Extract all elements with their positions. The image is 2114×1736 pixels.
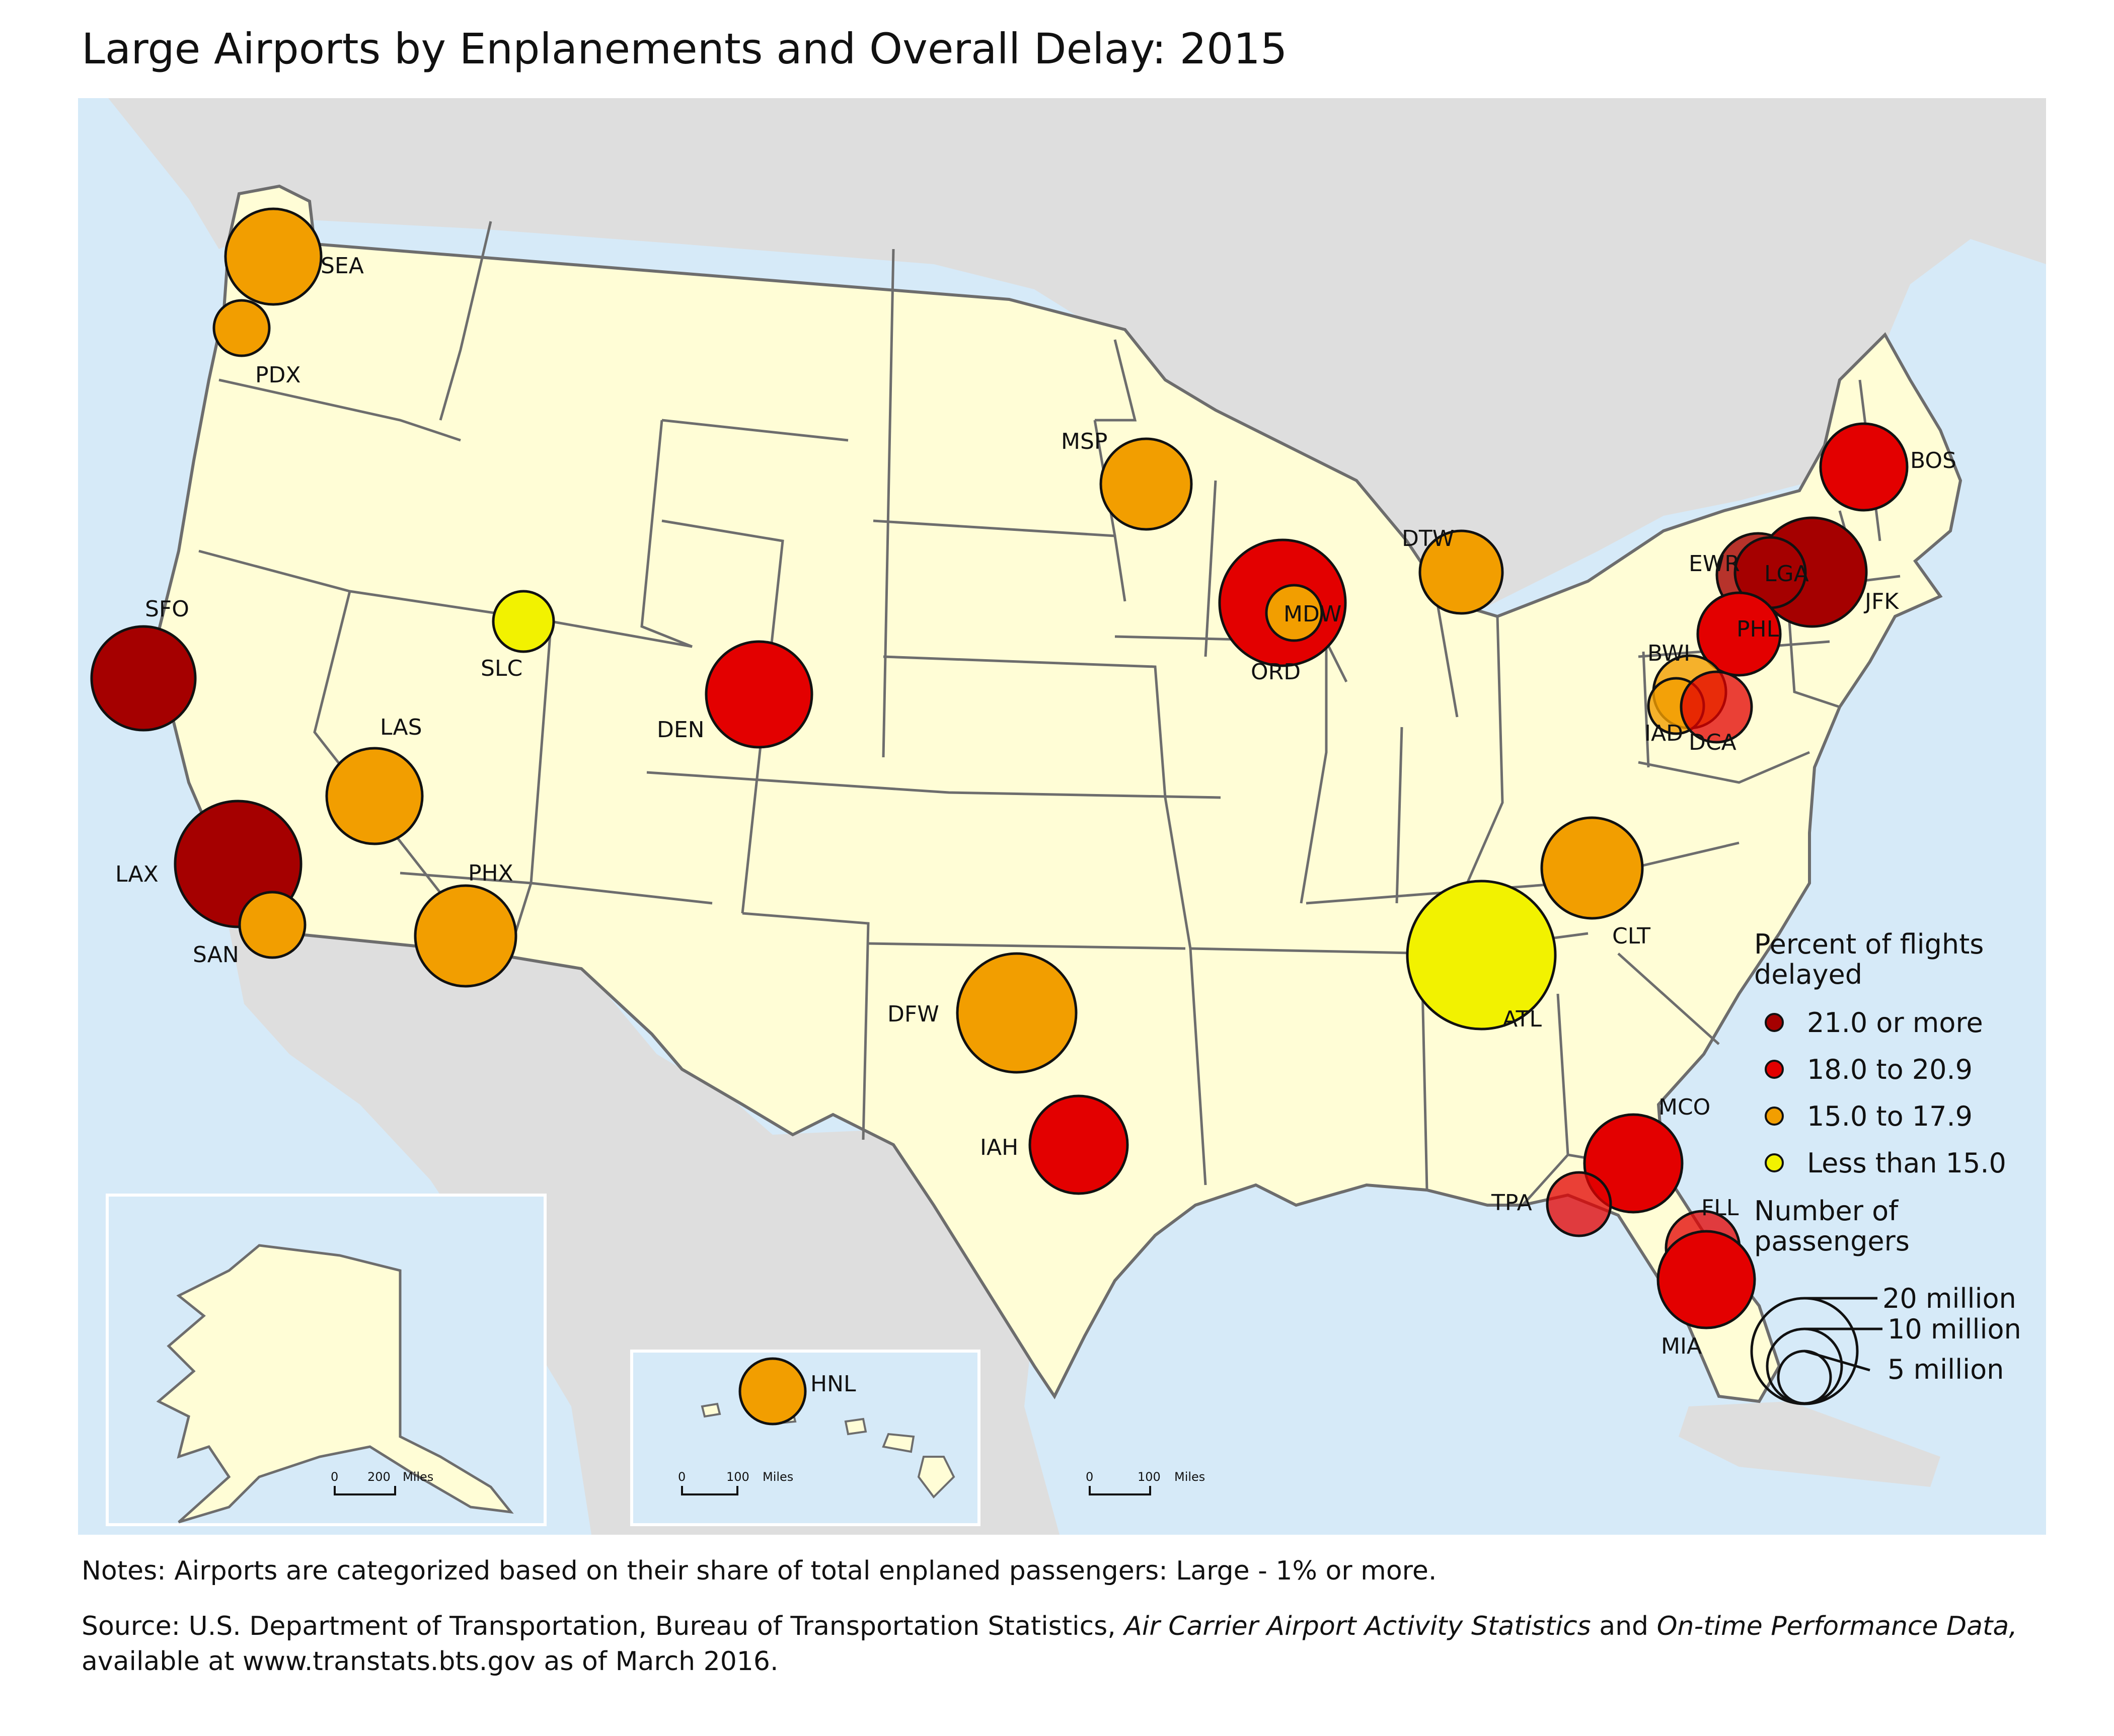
source-line-2: available at www.transtats.bts.gov as of… <box>82 1646 779 1677</box>
scale-bar-hawaii: 0 100 Miles <box>678 1470 793 1495</box>
scale-hawaii-distance: 100 <box>726 1470 749 1484</box>
airport-clt-label: CLT <box>1612 923 1650 949</box>
airport-hnl-label: HNL <box>810 1371 856 1397</box>
legend-delay-title-1: Percent of flights <box>1754 928 1984 960</box>
scale-mainland-unit: Miles <box>1174 1470 1205 1484</box>
hawaii-inset <box>630 1350 980 1526</box>
airport-slc-label: SLC <box>481 656 522 681</box>
source-text-c: and <box>1591 1611 1657 1641</box>
airport-mia-circle <box>1656 1230 1756 1329</box>
airport-atl-circle <box>1406 880 1557 1031</box>
airport-las-label: LAS <box>380 715 422 740</box>
airport-bos-label: BOS <box>1910 448 1956 474</box>
airport-dtw-label: DTW <box>1402 526 1454 551</box>
legend-class-swatch <box>1765 1060 1784 1079</box>
airport-mia-label: MIA <box>1661 1333 1702 1359</box>
airport-san-circle <box>238 891 307 959</box>
legend-size-title-2: passengers <box>1754 1225 1910 1257</box>
airport-mdw-circle <box>1265 584 1323 642</box>
airport-sea-label: SEA <box>321 253 364 279</box>
airport-sfo-circle <box>90 625 197 732</box>
airport-tpa-label: TPA <box>1491 1190 1532 1216</box>
airport-phx-circle <box>414 884 517 988</box>
legend-size-5m: 5 million <box>1887 1354 2004 1385</box>
legend-class-swatch <box>1765 1153 1784 1172</box>
airport-sea-circle <box>224 207 323 306</box>
legend-class-label: 21.0 or more <box>1807 1007 1983 1039</box>
airport-dca-label: DCA <box>1689 730 1736 755</box>
airport-bwi-label: BWI <box>1647 641 1690 666</box>
airport-iah-label: IAH <box>980 1135 1018 1160</box>
scale-hawaii-unit: Miles <box>763 1470 793 1484</box>
alaska-inset <box>106 1194 547 1526</box>
airport-lga-label: LGA <box>1764 561 1809 587</box>
legend-class-label: Less than 15.0 <box>1807 1147 2006 1179</box>
airport-phl-circle <box>1696 591 1782 677</box>
scale-bar-mainland: 0 100 Miles <box>1086 1470 1205 1495</box>
scale-bar-alaska: 0 200 Miles <box>331 1470 433 1495</box>
airport-tpa-circle <box>1546 1171 1612 1237</box>
legend-class-swatch <box>1765 1107 1784 1126</box>
airport-ewr-label: EWR <box>1689 551 1740 577</box>
legend-class-swatch <box>1765 1013 1784 1032</box>
scale-hawaii-zero: 0 <box>678 1470 686 1484</box>
airport-den-circle <box>705 640 813 749</box>
airport-ord-label: ORD <box>1251 659 1301 685</box>
legend-delay-title-2: delayed <box>1754 959 1862 990</box>
airport-msp-label: MSP <box>1061 429 1107 454</box>
legend-class-label: 18.0 to 20.9 <box>1807 1054 1973 1085</box>
airport-dfw-label: DFW <box>887 1001 939 1027</box>
airport-slc-circle <box>492 590 555 653</box>
scale-mainland-distance: 100 <box>1138 1470 1161 1484</box>
airport-iah-circle <box>1028 1094 1129 1195</box>
notes-line: Notes: Airports are categorized based on… <box>82 1556 1437 1586</box>
source-text-a: Source: U.S. Department of Transportatio… <box>82 1611 1124 1641</box>
airport-las-circle <box>325 747 424 845</box>
airport-den-label: DEN <box>657 717 705 743</box>
airport-dtw-circle <box>1418 529 1504 615</box>
airport-mco-label: MCO <box>1658 1094 1710 1120</box>
cuba-land <box>1679 1401 1940 1487</box>
airport-mco-circle <box>1583 1113 1684 1214</box>
airport-lax-label: LAX <box>115 861 159 887</box>
airport-jfk-label: JFK <box>1863 589 1899 614</box>
airport-phl-label: PHL <box>1736 616 1779 642</box>
airport-dfw-circle <box>956 952 1078 1074</box>
airport-clt-circle <box>1540 816 1644 920</box>
legend-size-20m: 20 million <box>1882 1283 2016 1314</box>
airport-bos-circle <box>1819 422 1909 512</box>
airports-layer: SEA PDX SFO LAX SAN LAS PHX SLC DEN MSP DFW IAH ORD M… <box>90 207 1956 1426</box>
map-frame: 0 200 Miles 0 100 Miles 0 100 Miles SEA P… <box>78 98 2046 1535</box>
airport-hnl-circle <box>738 1357 807 1426</box>
scale-mainland-zero: 0 <box>1086 1470 1093 1484</box>
airport-msp-circle <box>1099 437 1193 531</box>
page-title: Large Airports by Enplanements and Overa… <box>82 24 1288 73</box>
scale-alaska-distance: 200 <box>367 1470 391 1484</box>
legend-classes: 21.0 or more 18.0 to 20.9 15.0 to 17.9 Less… <box>1765 1007 2006 1179</box>
airport-mdw-label: MDW <box>1284 601 1341 627</box>
legend-size-title-1: Number of <box>1754 1195 1899 1227</box>
legend: Percent of flights delayed 21.0 or more 1… <box>1750 928 2021 1405</box>
scale-alaska-unit: Miles <box>403 1470 433 1484</box>
airport-sfo-label: SFO <box>145 596 189 622</box>
legend-class-label: 15.0 to 17.9 <box>1807 1100 1973 1132</box>
airport-atl-label: ATL <box>1502 1006 1542 1032</box>
airport-dca-circle <box>1680 670 1753 744</box>
source-line: Source: U.S. Department of Transportatio… <box>82 1611 2017 1641</box>
map: 0 200 Miles 0 100 Miles 0 100 Miles SEA P… <box>78 98 2046 1535</box>
legend-size-10m: 10 million <box>1887 1313 2021 1345</box>
source-text-d: On-time Performance Data, <box>1656 1611 2017 1641</box>
airport-pdx-label: PDX <box>255 362 301 388</box>
airport-fll-label: FLL <box>1701 1195 1739 1221</box>
scale-alaska-zero: 0 <box>331 1470 338 1484</box>
source-text-b: Air Carrier Airport Activity Statistics <box>1124 1611 1591 1641</box>
airport-pdx-circle <box>212 299 271 357</box>
legend-size-circles <box>1750 1297 1882 1405</box>
airport-phx-label: PHX <box>468 860 513 886</box>
airport-iad-label: IAD <box>1644 721 1683 746</box>
canada-land <box>108 98 2046 606</box>
airport-san-label: SAN <box>193 942 239 968</box>
